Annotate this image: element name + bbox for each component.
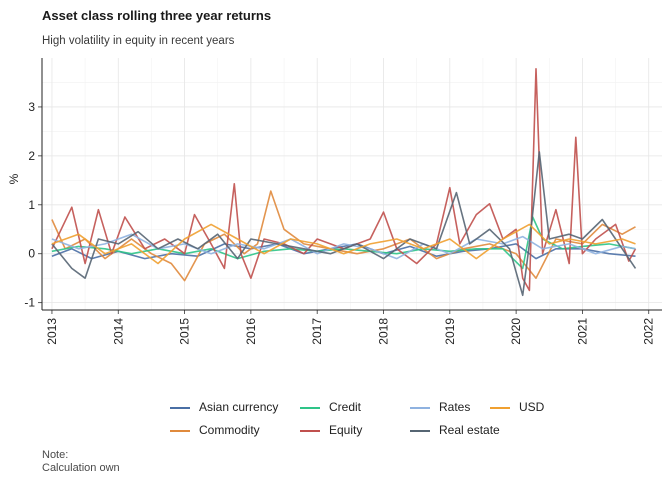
legend-swatch [300,406,320,409]
legend-item-real-estate: Real estate [410,423,500,437]
x-tick-label: 2021 [575,318,589,345]
chart-title: Asset class rolling three year returns [42,8,272,23]
legend-swatch [170,429,190,432]
y-tick-label: 2 [28,149,35,163]
series-line-real-estate [51,151,637,297]
legend-swatch [410,429,430,432]
series-line-usd [51,223,636,265]
series-layer [51,68,637,297]
line-chart: 2013 2014 2015 2016 2017 2018 2019 2020 2021 2022… [24,58,662,345]
legend-swatch [410,406,430,409]
y-tick-label: 3 [28,100,35,114]
legend-item-asian-currency: Asian currency [170,400,278,414]
x-tick-label: 2022 [642,318,656,345]
series-line-rates [51,233,636,260]
x-tick-label: 2014 [111,318,125,345]
series-line-equity [51,68,637,292]
legend-item-credit: Credit [300,400,361,414]
grid-lines [42,58,662,310]
series-line-asian-currency [51,243,636,260]
y-tick-label: 1 [28,198,35,212]
legend-swatch [490,406,510,409]
x-tick-label: 2016 [244,318,258,345]
x-tick-label: 2018 [376,318,390,345]
note-text: Calculation own [42,462,120,474]
legend-label: Asian currency [199,400,279,414]
x-tick-label: 2015 [178,318,192,345]
legend-label: Rates [439,400,471,414]
x-tick-label: 2017 [310,318,324,345]
legend-label: Real estate [439,423,500,437]
y-tick-label: 0 [28,247,35,261]
legend-item-rates: Rates [410,400,470,414]
legend-item-equity: Equity [300,423,362,437]
y-tick-label: -1 [24,296,35,310]
x-tick-label: 2013 [45,318,59,345]
legend-swatch [170,406,190,409]
legend-label: Commodity [199,423,260,437]
x-tick-label: 2019 [443,318,457,345]
legend-label: Equity [329,423,363,437]
note-label: Note: [42,449,69,461]
x-tick-label: 2020 [509,318,523,345]
chart-subtitle: High volatility in equity in recent year… [42,35,235,47]
legend-label: Credit [329,400,362,414]
legend-swatch [300,429,320,432]
legend-item-commodity: Commodity [170,423,260,437]
note: Note: Calculation own [42,449,120,475]
axes: 2013 2014 2015 2016 2017 2018 2019 2020 2021 2022… [24,58,662,345]
legend-label: USD [519,400,545,414]
legend-item-usd: USD [490,400,544,414]
